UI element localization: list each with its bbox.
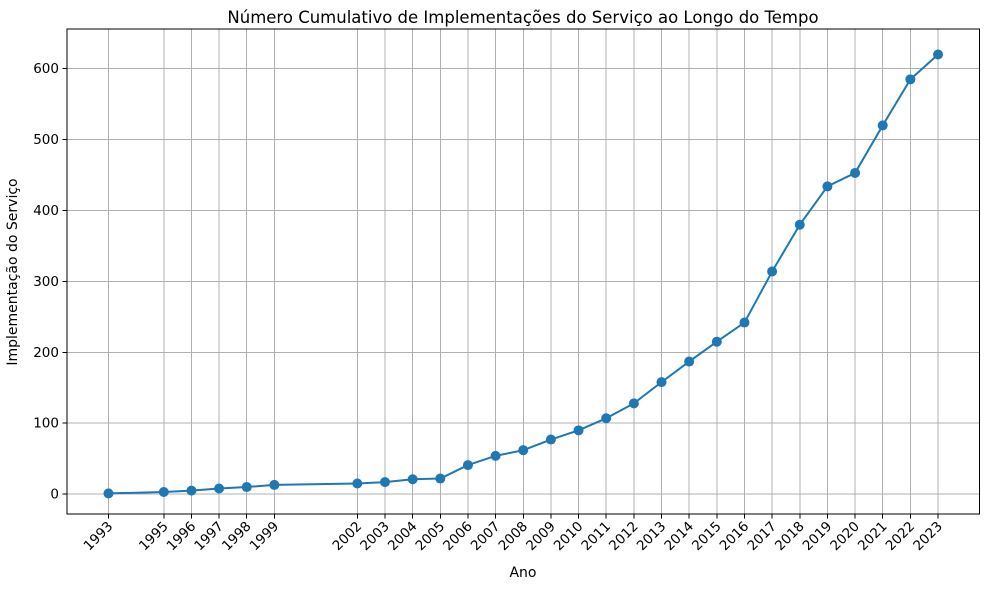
x-tick-label: 2006 (440, 519, 476, 555)
data-point (656, 377, 667, 388)
data-point (379, 477, 390, 488)
y-axis-ticks: 0 100 200 300 400 500 600 (33, 61, 67, 503)
x-tick-label: 2017 (744, 519, 780, 555)
x-tick-label: 2020 (827, 519, 863, 555)
x-tick-label: 2010 (551, 519, 587, 555)
data-point (214, 483, 225, 494)
data-point (850, 167, 861, 178)
x-tick-label: 2021 (855, 519, 891, 555)
data-point (628, 398, 639, 409)
data-point (905, 74, 916, 85)
y-tick-label: 0 (50, 487, 59, 503)
x-tick-label: 1995 (136, 519, 172, 555)
chart-title: Número Cumulativo de Implementações do S… (227, 8, 818, 27)
data-point (407, 474, 418, 485)
data-point (739, 317, 750, 328)
data-point (711, 336, 722, 347)
data-point (518, 445, 529, 456)
data-point (462, 460, 473, 471)
x-tick-label: 2003 (357, 519, 393, 555)
data-point (490, 450, 501, 461)
data-point (103, 488, 114, 499)
y-axis-label: Implementação do Serviço (5, 178, 21, 365)
x-tick-label: 2022 (883, 519, 919, 555)
x-axis-label: Ano (509, 565, 536, 581)
x-tick-label: 2015 (689, 519, 725, 555)
data-point (684, 356, 695, 367)
data-point (767, 266, 778, 277)
data-point (352, 478, 363, 489)
x-tick-label: 1999 (247, 519, 283, 555)
gridlines (67, 29, 980, 514)
data-point (158, 487, 169, 498)
data-points (103, 49, 944, 499)
data-point (241, 482, 252, 493)
data-point (601, 413, 612, 424)
x-tick-label: 2019 (800, 519, 836, 555)
x-tick-label: 2004 (385, 519, 421, 555)
x-tick-label: 2009 (523, 519, 559, 555)
data-point (573, 425, 584, 436)
data-point (269, 479, 280, 490)
data-point (545, 434, 556, 445)
data-point (822, 181, 833, 192)
data-point (435, 473, 446, 484)
y-tick-label: 100 (33, 416, 59, 432)
y-tick-label: 400 (33, 203, 59, 219)
y-tick-label: 300 (33, 274, 59, 290)
x-tick-label: 2008 (495, 519, 531, 555)
x-tick-label: 1996 (164, 519, 200, 555)
data-point (794, 219, 805, 230)
y-tick-label: 600 (33, 61, 59, 77)
x-tick-label: 2002 (330, 519, 366, 555)
y-tick-label: 500 (33, 132, 59, 148)
y-tick-label: 200 (33, 345, 59, 361)
x-tick-label: 2016 (717, 519, 753, 555)
x-tick-label: 2014 (661, 519, 697, 555)
x-tick-label: 2023 (910, 519, 946, 555)
data-point (877, 120, 888, 131)
data-point (933, 49, 944, 60)
data-point (186, 485, 197, 496)
x-tick-label: 2007 (468, 519, 504, 555)
data-line (107, 53, 940, 495)
x-tick-label: 1998 (219, 519, 255, 555)
x-tick-label: 1997 (191, 519, 227, 555)
x-tick-label: 2018 (772, 519, 808, 555)
x-tick-label: 1993 (81, 519, 117, 555)
x-tick-label: 2005 (413, 519, 449, 555)
x-tick-label: 2012 (606, 519, 642, 555)
x-tick-label: 2011 (578, 519, 614, 555)
x-tick-label: 2013 (634, 519, 670, 555)
